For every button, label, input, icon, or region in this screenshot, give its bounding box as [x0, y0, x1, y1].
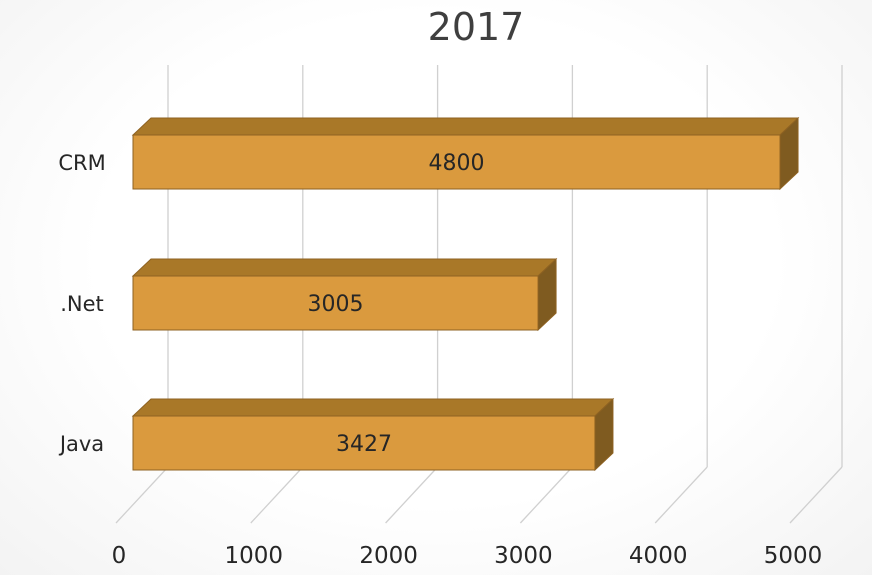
bar-top-face [131, 117, 800, 136]
bar [132, 134, 781, 190]
bar [132, 415, 596, 471]
x-tick-label: 1000 [225, 543, 284, 569]
x-tick-label: 0 [112, 543, 127, 569]
x-tick-label: 5000 [764, 543, 823, 569]
x-tick-label: 3000 [494, 543, 553, 569]
category-label: Java [58, 432, 104, 456]
gridline-floor [115, 466, 169, 524]
bars [131, 116, 800, 472]
gridline-floor [789, 466, 843, 524]
gridline-floor [385, 466, 439, 524]
x-tick-label: 4000 [629, 543, 688, 569]
labels: 0 1000 2000 3000 4000 5000 4800 CRM 3005 .Net 3427… [58, 151, 822, 569]
bar-top-face [131, 258, 558, 277]
data-label: 3005 [308, 292, 364, 317]
chart-title: 2017 [428, 5, 525, 49]
category-label: CRM [58, 151, 105, 175]
x-tick-label: 2000 [359, 543, 418, 569]
bar-top-face [131, 398, 615, 417]
gridline-floor [250, 466, 304, 524]
data-label: 4800 [429, 151, 485, 176]
category-label: .Net [60, 292, 104, 316]
bar [132, 275, 539, 331]
gridline-floor [654, 466, 708, 524]
data-label: 3427 [336, 432, 392, 457]
gridline-floor [519, 466, 573, 524]
